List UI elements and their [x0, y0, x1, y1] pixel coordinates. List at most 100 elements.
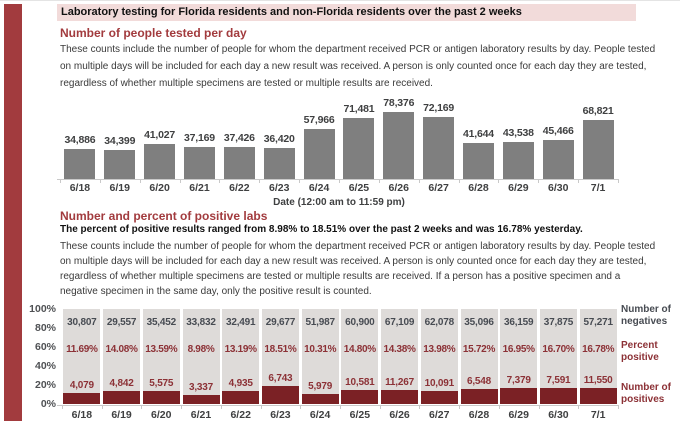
- chart2-date-label: 6/25: [349, 409, 371, 421]
- negatives-count-label: 29,677: [265, 317, 296, 328]
- negatives-count-label: 35,096: [464, 317, 494, 328]
- positive-labs-bar: [301, 309, 339, 404]
- axis-tick: [498, 405, 500, 409]
- axis-tick: [538, 179, 540, 183]
- chart2-y-tick-label: 80%: [34, 322, 56, 334]
- positives-count-label: 11,267: [385, 377, 414, 388]
- chart1-date-label: 7/1: [590, 182, 606, 194]
- tested-bar-value-label: 37,426: [223, 132, 255, 144]
- chart2-date-label: 6/24: [309, 409, 331, 421]
- negatives-count-label: 67,109: [384, 317, 415, 328]
- chart1-date-label: 6/29: [508, 182, 529, 194]
- chart1-date-label: 6/28: [468, 182, 489, 194]
- positive-labs-bar: [500, 309, 538, 404]
- percent-positive-label: 13.98%: [423, 344, 456, 355]
- chart1-x-axis: [57, 179, 619, 183]
- percent-positive-label: 13.19%: [224, 344, 257, 355]
- positive-labs-bar: [103, 309, 141, 404]
- negatives-count-label: 36,159: [504, 317, 534, 328]
- positives-segment: [539, 388, 577, 404]
- chart1-date-label: 6/25: [348, 182, 370, 194]
- negatives-count-label: 60,900: [345, 317, 375, 328]
- chart2-date-label: 6/23: [270, 409, 291, 421]
- tested-bar: [463, 143, 494, 179]
- percent-positive-label: 16.70%: [542, 344, 575, 355]
- tested-bar-value-label: 37,169: [184, 132, 215, 144]
- negatives-count-label: 37,875: [543, 317, 574, 328]
- positive-labs-bar: [381, 309, 419, 404]
- axis-tick: [101, 405, 103, 409]
- percent-positive-label: 18.51%: [264, 344, 297, 355]
- positives-count-label: 10,581: [345, 377, 375, 388]
- tested-bar: [343, 118, 375, 179]
- axis-tick: [60, 179, 61, 183]
- chart2-date-label: 6/28: [468, 409, 490, 421]
- negatives-count-label: 62,078: [424, 317, 455, 328]
- chart1-x-axis-title: Date (12:00 am to 11:59 pm): [273, 197, 405, 208]
- positive-section-description: These counts include the number of peopl…: [60, 241, 656, 297]
- axis-tick: [99, 179, 101, 183]
- positive-labs-bar: [182, 309, 220, 404]
- chart2-y-tick-labels: 100% 80% 60% 40% 20% 0%: [20, 303, 56, 413]
- positives-count-label: 10,091: [424, 378, 455, 389]
- chart2-x-tick-labels: 6/18 6/19 6/20 6/21 6/22 6/23 6/24 6/25 6/26 6/27…: [62, 409, 618, 421]
- left-accent-band: [4, 4, 22, 421]
- chart2-date-label: 6/20: [151, 409, 172, 421]
- positives-segment: [63, 393, 101, 404]
- chart1-date-label: 6/27: [428, 182, 449, 194]
- positives-count-label: 4,079: [69, 380, 94, 391]
- chart2-date-label: 6/18: [71, 409, 93, 421]
- positives-segment: [579, 388, 617, 404]
- percent-positive-label: 16.95%: [502, 344, 535, 355]
- axis-tick: [219, 179, 221, 183]
- positive-labs-bar: [63, 309, 101, 404]
- chart1-date-label: 6/24: [308, 182, 330, 194]
- chart2-date-label: 6/29: [508, 409, 529, 421]
- chart1-date-label: 6/19: [109, 182, 130, 194]
- chart2-date-label: 6/30: [548, 409, 569, 421]
- chart1-date-label: 6/26: [388, 182, 409, 194]
- positives-count-label: 5,979: [308, 381, 333, 392]
- axis-tick: [538, 405, 540, 409]
- chart2-date-label: 6/27: [429, 409, 450, 421]
- tested-bar-value-label: 41,027: [144, 129, 176, 141]
- tested-bar: [303, 129, 335, 179]
- tested-bar-value-label: 34,399: [104, 135, 136, 147]
- tested-bar-value-label: 36,420: [263, 133, 295, 145]
- chart2-date-label: 6/22: [230, 409, 251, 421]
- positives-count-label: 6,743: [268, 373, 293, 384]
- axis-tick: [339, 179, 340, 183]
- chart2-date-label: 6/26: [389, 409, 410, 421]
- chart1-date-label: 6/22: [229, 182, 250, 194]
- positives-count-label: 7,379: [506, 375, 531, 386]
- axis-tick: [578, 179, 580, 183]
- positive-labs-bar: [460, 309, 498, 404]
- positives-segment: [500, 388, 538, 404]
- positive-labs-bar: [222, 309, 260, 404]
- chart2-date-label: 6/19: [111, 409, 132, 421]
- chart1-date-label: 6/20: [149, 182, 170, 194]
- tested-bar-value-label: 71,481: [343, 103, 375, 115]
- positives-segment: [460, 389, 498, 404]
- negatives-count-label: 32,491: [226, 317, 256, 328]
- chart1-date-label: 6/23: [268, 182, 290, 194]
- negatives-count-label: 57,271: [583, 317, 613, 328]
- percent-positive-label: 11.69%: [66, 344, 98, 355]
- chart2-y-tick-label: 20%: [34, 379, 56, 391]
- percent-positive-label: 15.72%: [462, 344, 496, 355]
- percent-positive-label: 14.38%: [383, 344, 416, 355]
- chart1-date-label: 6/21: [189, 182, 210, 194]
- positive-labs-bar: [420, 309, 458, 404]
- positive-labs-bar: [261, 309, 299, 404]
- chart1-date-label: 6/30: [547, 182, 569, 194]
- axis-tick: [139, 179, 141, 183]
- percent-positive-label: 10.31%: [304, 344, 337, 355]
- report-header: Laboratory testing for Florida residents…: [57, 4, 636, 21]
- positive-range-highlight: The percent of positive results ranged f…: [60, 224, 583, 235]
- positives-count-label: 4,935: [228, 378, 253, 389]
- chart2-x-axis: [57, 405, 619, 409]
- negatives-count-label: 51,987: [305, 317, 335, 328]
- axis-tick: [578, 405, 580, 409]
- axis-tick: [141, 405, 143, 409]
